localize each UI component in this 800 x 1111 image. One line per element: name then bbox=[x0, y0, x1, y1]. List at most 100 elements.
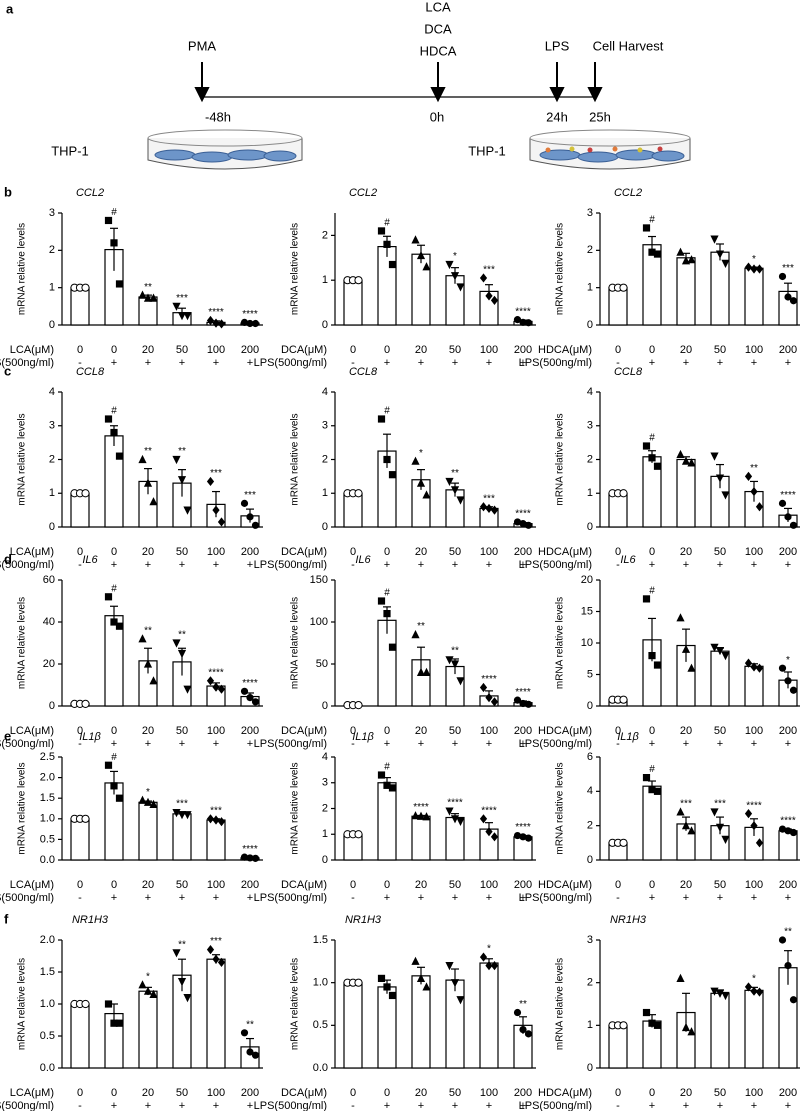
lps-tick-label: + bbox=[683, 357, 689, 369]
significance-label: # bbox=[111, 752, 117, 763]
data-point bbox=[524, 1030, 533, 1038]
y-axis-label: mRNA relative levels bbox=[290, 958, 301, 1050]
lps-tick-label: + bbox=[384, 892, 390, 904]
data-point bbox=[383, 240, 391, 248]
x-tick-label: 0 bbox=[111, 344, 117, 356]
data-point bbox=[149, 497, 158, 506]
lps-tick-label: + bbox=[111, 892, 117, 904]
y-tick-label: 3 bbox=[587, 207, 593, 219]
y-tick-label: 0 bbox=[322, 700, 328, 712]
lps-tick-label: + bbox=[111, 357, 117, 369]
bar bbox=[608, 287, 628, 326]
x-tick-label: 0 bbox=[384, 546, 390, 558]
y-tick-label: 3 bbox=[587, 420, 593, 432]
y-axis-label: mRNA relative levels bbox=[17, 223, 28, 315]
x-tick-label: 0 bbox=[649, 725, 655, 737]
data-point bbox=[681, 821, 691, 830]
pma-time: -48h bbox=[205, 109, 231, 124]
x-tick-label: 0 bbox=[350, 725, 356, 737]
chart-title: CCL2 bbox=[614, 187, 642, 199]
data-point bbox=[750, 486, 758, 497]
y-tick-label: 2 bbox=[322, 802, 328, 814]
dose-label: LCA(μM) bbox=[10, 1087, 54, 1099]
data-point bbox=[744, 262, 753, 272]
lps-tick-label: + bbox=[452, 892, 458, 904]
lps-tick-label: + bbox=[145, 892, 151, 904]
y-tick-label: 0.0 bbox=[40, 854, 55, 866]
cell-line: THP-1 bbox=[468, 143, 506, 158]
y-tick-label: 0.5 bbox=[313, 1019, 328, 1031]
data-point bbox=[411, 956, 420, 965]
data-point bbox=[456, 496, 465, 505]
x-tick-label: 50 bbox=[176, 344, 188, 356]
y-tick-label: 2 bbox=[587, 244, 593, 256]
lps-tick-label: - bbox=[78, 357, 82, 369]
lps-tick-label: + bbox=[649, 892, 655, 904]
dose-label: HDCA(μM) bbox=[538, 344, 592, 356]
y-tick-label: 15 bbox=[581, 605, 593, 617]
y-axis-label: mRNA relative levels bbox=[555, 958, 566, 1050]
lps-tick-label: + bbox=[145, 1100, 151, 1111]
data-point bbox=[755, 663, 764, 673]
data-point bbox=[110, 1019, 118, 1027]
significance-label: **** bbox=[447, 798, 463, 809]
data-point bbox=[183, 994, 192, 1003]
data-point bbox=[104, 593, 113, 601]
x-tick-label: 50 bbox=[714, 1087, 726, 1099]
lps-tick-label: + bbox=[418, 357, 424, 369]
lps-tick-label: - bbox=[616, 559, 620, 571]
data-point bbox=[383, 781, 391, 789]
data-point bbox=[715, 989, 725, 998]
x-tick-label: 20 bbox=[142, 546, 154, 558]
lps-tick-label: + bbox=[785, 738, 791, 750]
lps-label: LPS(500ng/ml) bbox=[519, 559, 592, 571]
y-tick-label: 1 bbox=[322, 274, 328, 286]
lps-tick-label: - bbox=[78, 892, 82, 904]
data-point bbox=[619, 489, 628, 498]
bar bbox=[710, 992, 730, 1069]
lps-tick-label: - bbox=[351, 892, 355, 904]
significance-label: **** bbox=[746, 800, 762, 811]
dose-label: LCA(μM) bbox=[10, 344, 54, 356]
lps-tick-label: - bbox=[351, 1100, 355, 1111]
lps-label: LPS(500ng/ml) bbox=[0, 892, 54, 904]
data-point bbox=[715, 250, 725, 259]
timeline: a PMA -48h LCA DCA HDCA 0h LPS 24h Cell … bbox=[6, 0, 691, 170]
y-tick-label: 1 bbox=[49, 282, 55, 294]
data-point bbox=[212, 682, 220, 692]
lps-tick-label: + bbox=[145, 559, 151, 571]
dose-label: LCA(μM) bbox=[10, 879, 54, 891]
significance-label: # bbox=[649, 433, 655, 444]
y-tick-label: 1 bbox=[587, 487, 593, 499]
significance-label: # bbox=[111, 406, 117, 417]
x-tick-label: 0 bbox=[77, 344, 83, 356]
data-point bbox=[519, 318, 527, 326]
panel-label: c bbox=[4, 363, 11, 378]
significance-label: # bbox=[111, 207, 117, 218]
data-point bbox=[519, 699, 527, 708]
significance-label: *** bbox=[176, 293, 188, 304]
significance-label: *** bbox=[210, 468, 222, 479]
lps-tick-label: - bbox=[351, 738, 355, 750]
x-tick-label: 0 bbox=[649, 1087, 655, 1099]
data-point bbox=[251, 1051, 260, 1059]
x-tick-label: 0 bbox=[615, 879, 621, 891]
y-axis-label: mRNA relative levels bbox=[17, 958, 28, 1050]
data-point bbox=[240, 1029, 249, 1037]
data-point bbox=[490, 697, 499, 707]
data-point bbox=[246, 513, 254, 521]
data-point bbox=[715, 823, 725, 832]
significance-label: ** bbox=[144, 625, 152, 636]
y-tick-label: 100 bbox=[310, 616, 328, 628]
data-point bbox=[750, 264, 758, 274]
significance-label: # bbox=[384, 218, 390, 229]
data-point bbox=[687, 826, 696, 835]
y-tick-label: 1 bbox=[49, 487, 55, 499]
bar bbox=[138, 801, 158, 861]
bar bbox=[744, 665, 764, 707]
data-point bbox=[479, 952, 488, 962]
data-point bbox=[450, 815, 460, 824]
y-tick-label: 2 bbox=[587, 453, 593, 465]
x-tick-label: 0 bbox=[649, 546, 655, 558]
